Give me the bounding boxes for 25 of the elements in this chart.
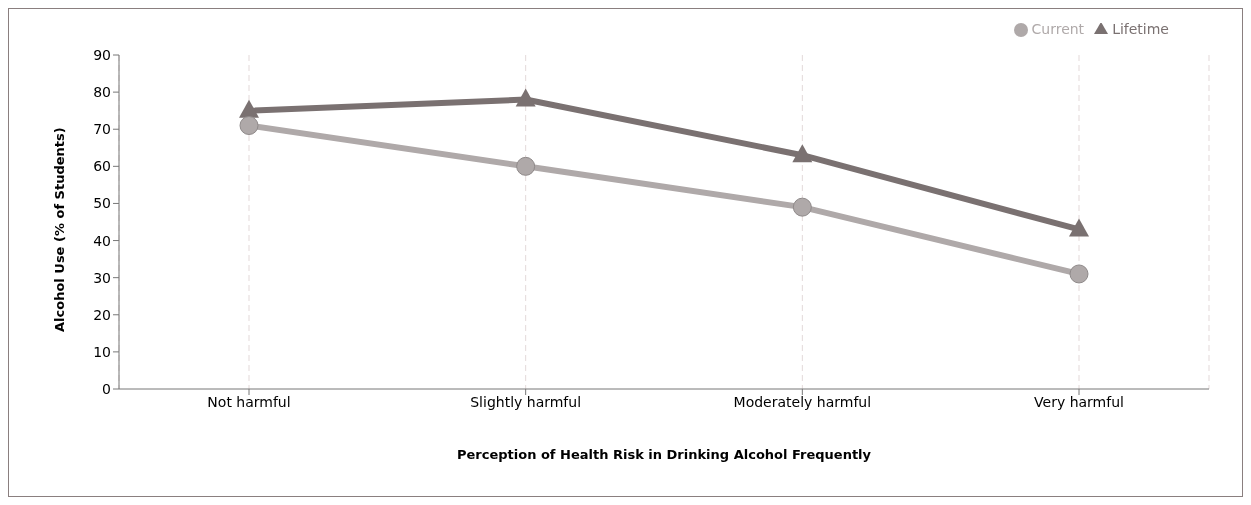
point — [239, 99, 259, 118]
x-tick-label: Moderately harmful — [733, 393, 872, 410]
x-tick-label: Slightly harmful — [470, 393, 582, 410]
y-tick-label: 50 — [93, 195, 111, 212]
point — [1069, 264, 1089, 284]
y-tick-label: 60 — [93, 158, 111, 175]
x-tick-label: Very harmful — [1034, 393, 1124, 410]
y-tick-label: 90 — [93, 46, 111, 63]
point — [792, 197, 812, 217]
y-tick-label: 20 — [93, 306, 111, 323]
y-tick-label: 70 — [93, 121, 111, 138]
legend-label: Lifetime — [1112, 21, 1169, 37]
x-axis-title: Perception of Health Risk in Drinking Alcohol Frequently — [456, 447, 872, 462]
x-tick-label: Not harmful — [207, 393, 291, 410]
y-tick-label: 10 — [93, 343, 111, 360]
y-tick-label: 40 — [93, 232, 111, 249]
point — [1069, 218, 1089, 237]
y-axis-title: Alcohol Use (% of Students) — [51, 127, 67, 332]
legend-label: Current — [1031, 21, 1085, 37]
y-tick-label: 80 — [93, 84, 111, 101]
point — [515, 88, 536, 107]
point — [792, 144, 813, 163]
point — [516, 156, 536, 176]
y-tick-label: 30 — [93, 269, 111, 286]
y-tick-label: 0 — [102, 380, 111, 397]
